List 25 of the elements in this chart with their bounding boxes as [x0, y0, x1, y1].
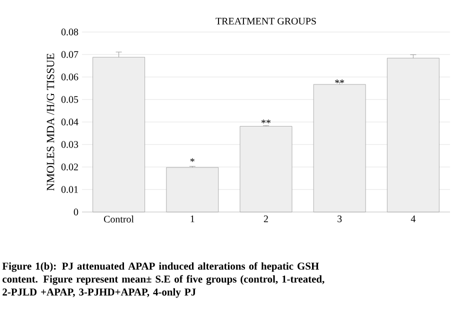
- y-tick-label: 0.08: [61, 28, 78, 36]
- bar: [240, 126, 292, 212]
- caption: Figure 1(b): PJ attenuated APAP induced alterations of hepatic GSH content. Figure represent mean± S.E of five groups (control, 1-treated, 2-PJLD +APAP, 3-PJHD+APAP, 4-only PJ: [2, 262, 324, 298]
- annotation: **: [262, 120, 270, 124]
- y-tick-label: 0.06: [61, 74, 78, 80]
- bar: [313, 84, 366, 212]
- y-tick-label: 0.05: [61, 96, 78, 103]
- annotation: *: [190, 158, 194, 162]
- chart-title: TREATMENT GROUPS: [216, 18, 316, 25]
- bar: [166, 167, 219, 212]
- annotation: **: [335, 80, 344, 84]
- y-tick-label: 0.03: [61, 141, 78, 148]
- x-tick-label: 3: [338, 216, 342, 222]
- bar: [92, 57, 145, 212]
- x-tick-label: 4: [410, 216, 416, 222]
- y-tick-label: 0.04: [61, 118, 78, 126]
- y-tick-label: 0.02: [61, 164, 78, 170]
- bar: [387, 58, 440, 212]
- x-tick-label: 2: [264, 216, 268, 222]
- y-tick-label: 0.07: [61, 51, 78, 58]
- x-tick-label: 1: [190, 216, 194, 222]
- y-tick-label: 0.01: [61, 186, 78, 193]
- y-tick-label: 0: [74, 208, 78, 216]
- x-tick-label: Control: [104, 216, 134, 223]
- y-axis-title: NMOLES MDA /H/G TISSUE: [46, 54, 54, 191]
